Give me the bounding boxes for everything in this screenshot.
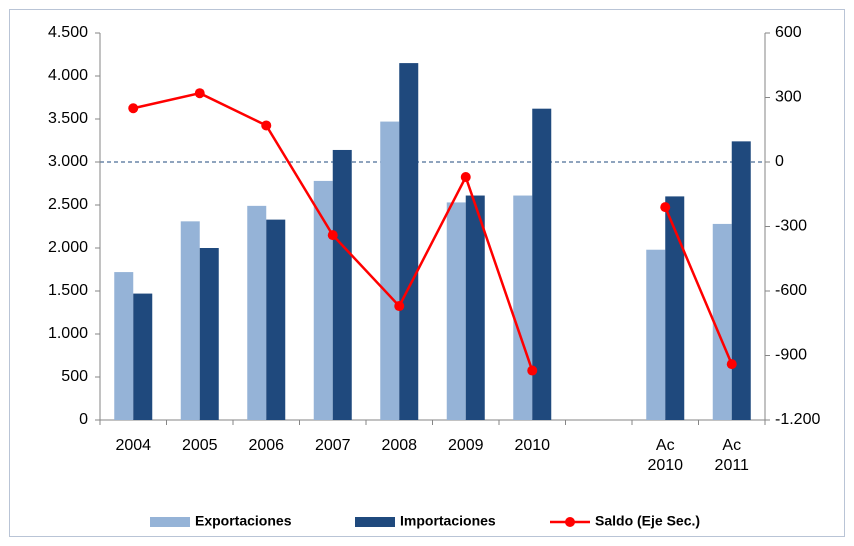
x-tick-label: 2009 <box>447 437 484 454</box>
bar <box>465 195 485 420</box>
bar <box>513 195 533 420</box>
legend-swatch <box>355 517 395 527</box>
bar <box>665 196 685 420</box>
legend-swatch <box>150 517 190 527</box>
y2-tick-label: 0 <box>775 153 784 170</box>
y-tick-label: 1.000 <box>48 325 88 342</box>
x-tick-label: 2005 <box>181 437 218 454</box>
y-tick-label: 4.000 <box>48 67 88 84</box>
y-tick-label: 4.500 <box>48 24 88 41</box>
x-tick-label: 2008 <box>381 437 418 454</box>
bar <box>199 248 219 420</box>
x-tick-label: 2007 <box>314 437 351 454</box>
point <box>460 172 471 183</box>
legend-label: Importaciones <box>400 513 496 529</box>
point <box>194 88 205 99</box>
point <box>128 103 139 114</box>
point <box>261 120 272 131</box>
bar <box>266 219 286 420</box>
bar <box>446 202 466 420</box>
chart-frame <box>9 9 845 537</box>
y-tick-label: 500 <box>61 368 88 385</box>
x-tick-label: Ac 2011 <box>714 437 749 474</box>
legend-label: Exportaciones <box>195 513 292 529</box>
bar <box>712 223 732 420</box>
y2-tick-label: 300 <box>775 89 802 106</box>
point <box>527 365 538 376</box>
x-tick-label: 2004 <box>115 437 152 454</box>
legend-marker <box>565 517 575 527</box>
x-tick-label: 2010 <box>514 437 551 454</box>
point <box>660 202 671 213</box>
x-tick-label: 2006 <box>248 437 285 454</box>
y-tick-label: 3.500 <box>48 110 88 127</box>
y2-tick-label: 600 <box>775 24 802 41</box>
point <box>327 230 338 241</box>
bar <box>399 63 419 420</box>
y-tick-label: 2.000 <box>48 239 88 256</box>
bar <box>646 249 666 420</box>
point <box>726 359 737 370</box>
bar <box>247 205 267 420</box>
point <box>394 301 405 312</box>
bar <box>180 221 200 420</box>
legend-label: Saldo (Eje Sec.) <box>595 513 700 529</box>
y2-tick-label: -1.200 <box>775 411 820 428</box>
bar <box>313 180 333 420</box>
bar <box>133 293 153 420</box>
y-tick-label: 1.500 <box>48 282 88 299</box>
bar <box>380 121 400 420</box>
bar <box>532 108 552 421</box>
bar <box>332 149 352 420</box>
y2-tick-label: -900 <box>775 347 807 364</box>
y2-tick-label: -600 <box>775 282 807 299</box>
x-tick-label: Ac 2010 <box>647 437 684 474</box>
y-tick-label: 2.500 <box>48 196 88 213</box>
y-tick-label: 0 <box>79 411 88 428</box>
y2-tick-label: -300 <box>775 218 807 235</box>
bar <box>114 272 134 420</box>
bar <box>731 141 751 421</box>
y-tick-label: 3.000 <box>48 153 88 170</box>
